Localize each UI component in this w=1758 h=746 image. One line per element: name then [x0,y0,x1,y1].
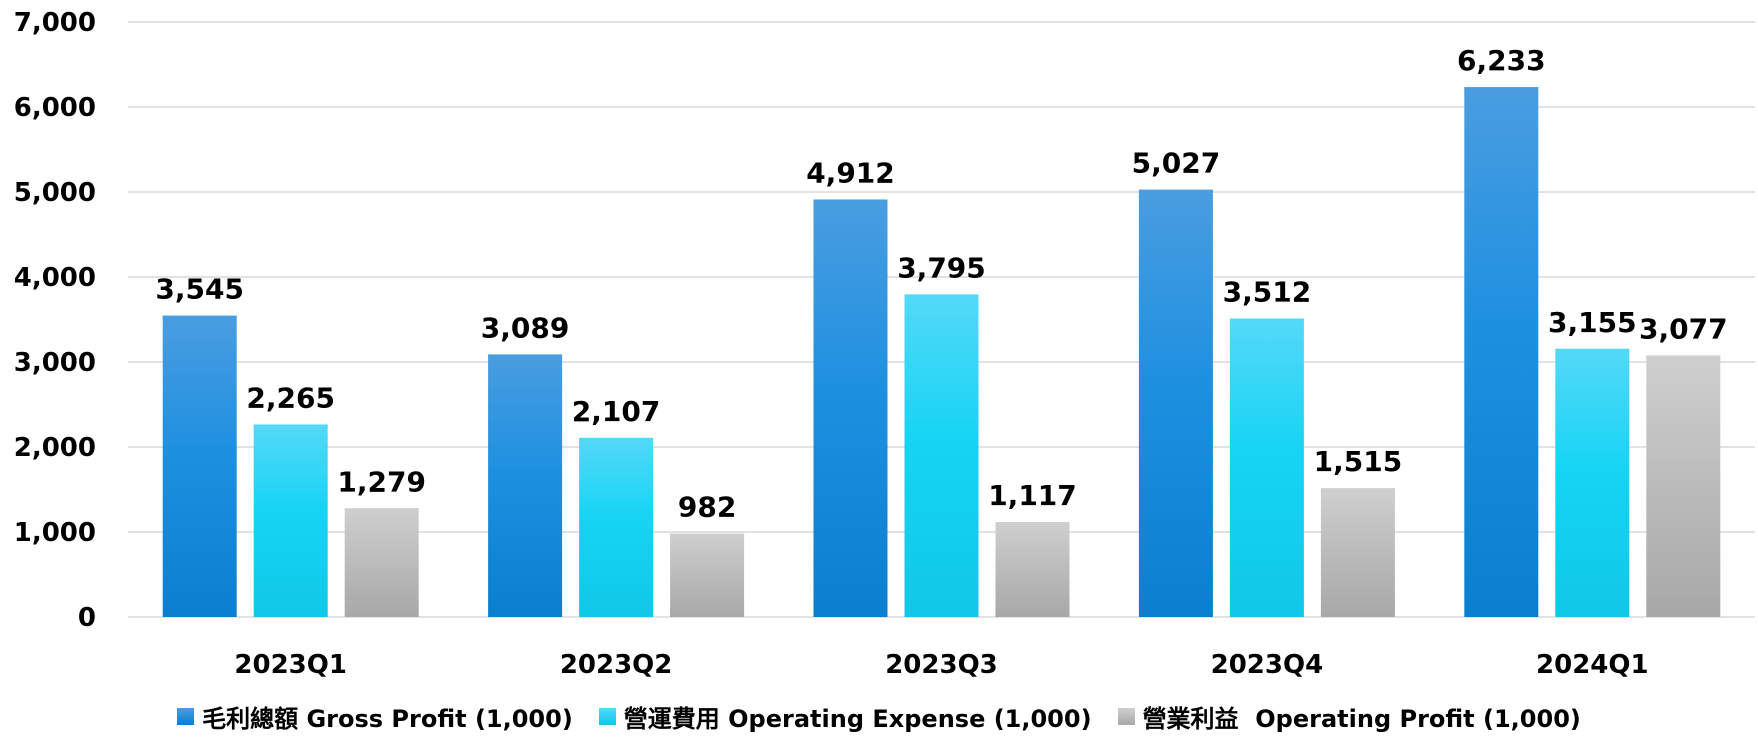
bar [162,315,237,617]
bar-top-edge [1464,87,1539,90]
x-category-label: 2023Q3 [885,650,998,680]
data-label: 3,155 [1548,306,1637,339]
bars [162,87,1721,618]
bar-top-edge [670,533,745,536]
data-label: 3,795 [897,251,986,284]
x-category-label: 2023Q4 [1211,650,1324,680]
legend-label: 毛利總額 Gross Profit (1,000) [202,704,573,733]
legend: 毛利總額 Gross Profit (1,000) 營運費用 Operating … [0,696,1758,736]
bar-top-edge [1138,189,1213,192]
data-label: 1,117 [988,479,1077,512]
bar-top-edge [904,294,979,297]
legend-item: 營業利益 Operating Profit (1,000) [1117,699,1581,734]
bar [1646,355,1721,617]
bar-top-edge [488,354,563,357]
data-label: 3,545 [155,273,244,306]
x-category-label: 2023Q1 [234,650,347,680]
x-axis-categories: 2023Q1 2023Q2 2023Q3 2023Q4 2024Q1 [234,650,1648,680]
bar [1555,348,1630,617]
y-axis-ticks: 0 1,000 2,000 3,000 4,000 5,000 6,000 7,000 [14,8,96,633]
data-label: 3,512 [1223,275,1312,308]
bar [1138,189,1213,617]
legend-swatch [1117,707,1135,725]
data-label: 4,912 [806,156,895,189]
data-label: 6,233 [1457,44,1546,77]
bar [995,522,1070,617]
y-tick-label: 7,000 [14,8,96,38]
bar [253,424,328,617]
y-tick-label: 4,000 [14,263,96,293]
bar-top-edge [995,522,1070,525]
data-label: 5,027 [1132,147,1221,180]
bar-chart: 0 1,000 2,000 3,000 4,000 5,000 6,000 7,000 3,5… [14,8,1755,680]
bar-top-edge [1320,488,1395,491]
bar [670,533,745,617]
x-category-label: 2023Q2 [560,650,673,680]
y-tick-label: 0 [78,603,96,633]
legend-swatch [177,707,195,725]
bar [904,294,979,617]
bar-top-edge [162,315,237,318]
x-category-label: 2024Q1 [1536,650,1649,680]
y-tick-label: 6,000 [14,93,96,123]
bar-top-edge [813,199,888,202]
legend-item: 營運費用 Operating Expense (1,000) [598,699,1092,734]
bar [1320,488,1395,617]
legend-item: 毛利總額 Gross Profit (1,000) [177,699,573,734]
bar [579,437,654,617]
legend-label: 營業利益 Operating Profit (1,000) [1142,704,1581,733]
data-label: 982 [678,491,736,524]
bar [344,508,419,617]
data-label: 3,077 [1639,312,1728,345]
data-label: 1,279 [337,465,426,498]
bar [488,354,563,617]
bar [813,199,888,618]
bar-top-edge [1229,318,1304,321]
legend-label: 營運費用 Operating Expense (1,000) [623,704,1092,733]
bar-top-edge [1646,355,1721,358]
data-labels: 3,545 2,265 1,279 3,089 2,107 982 4,912 3,795 1,… [155,44,1727,523]
bar-top-edge [579,437,654,440]
data-label: 2,265 [246,381,335,414]
bar [1464,87,1539,617]
y-tick-label: 2,000 [14,433,96,463]
bar-top-edge [344,508,419,511]
y-tick-label: 3,000 [14,348,96,378]
bar-top-edge [1555,348,1630,351]
data-label: 2,107 [572,395,661,428]
bar-top-edge [253,424,328,427]
y-tick-label: 1,000 [14,518,96,548]
data-label: 1,515 [1314,445,1403,478]
legend-swatch [598,707,616,725]
data-label: 3,089 [481,311,570,344]
bar [1229,318,1304,617]
y-tick-label: 5,000 [14,178,96,208]
